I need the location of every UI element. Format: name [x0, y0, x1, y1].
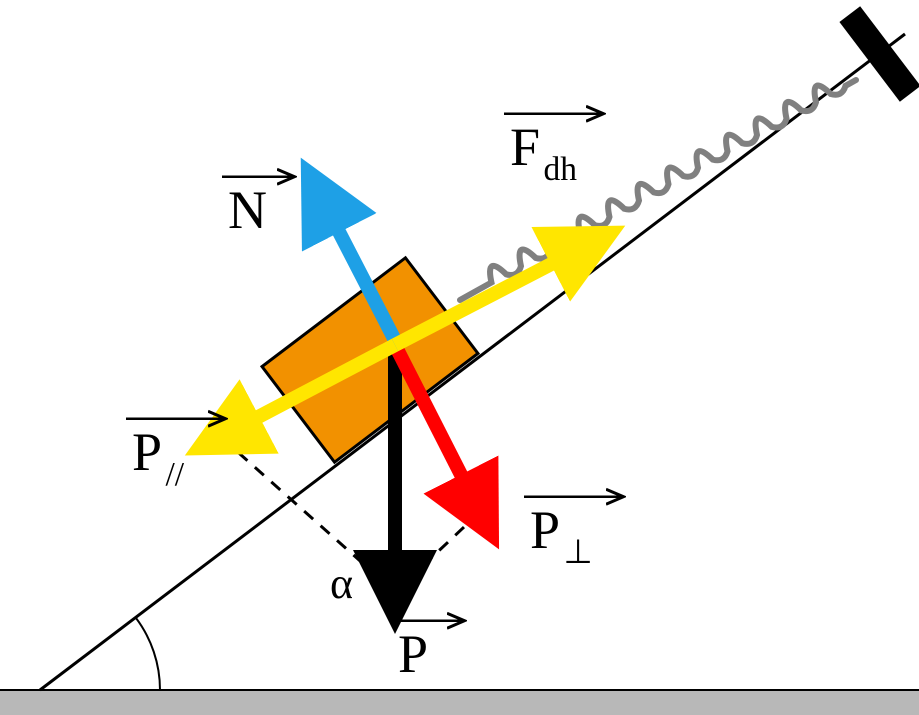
- svg-text:P: P: [398, 624, 428, 684]
- label-p-parallel: P//: [126, 419, 223, 493]
- svg-text:P: P: [132, 422, 162, 482]
- wall: [839, 6, 919, 101]
- svg-text:dh: dh: [543, 151, 577, 188]
- incline-surface: [40, 34, 905, 690]
- decomposition-line-1: [395, 512, 480, 592]
- label-p: P: [392, 621, 462, 684]
- svg-text:N: N: [228, 180, 267, 240]
- svg-text:F: F: [510, 117, 540, 177]
- label-p-perp: P⊥: [524, 497, 621, 571]
- decomposition-line-0: [222, 438, 395, 592]
- angle-label: α: [330, 559, 353, 608]
- spring: [453, 68, 858, 304]
- svg-text:P: P: [530, 500, 560, 560]
- physics-diagram: NFdhP//P⊥Pα: [0, 0, 919, 715]
- svg-text://: //: [165, 456, 184, 493]
- label-fdh: Fdh: [504, 114, 601, 188]
- angle-arc: [136, 617, 160, 690]
- svg-text:⊥: ⊥: [563, 534, 592, 571]
- ground-fill: [0, 690, 919, 715]
- label-n: N: [222, 177, 292, 240]
